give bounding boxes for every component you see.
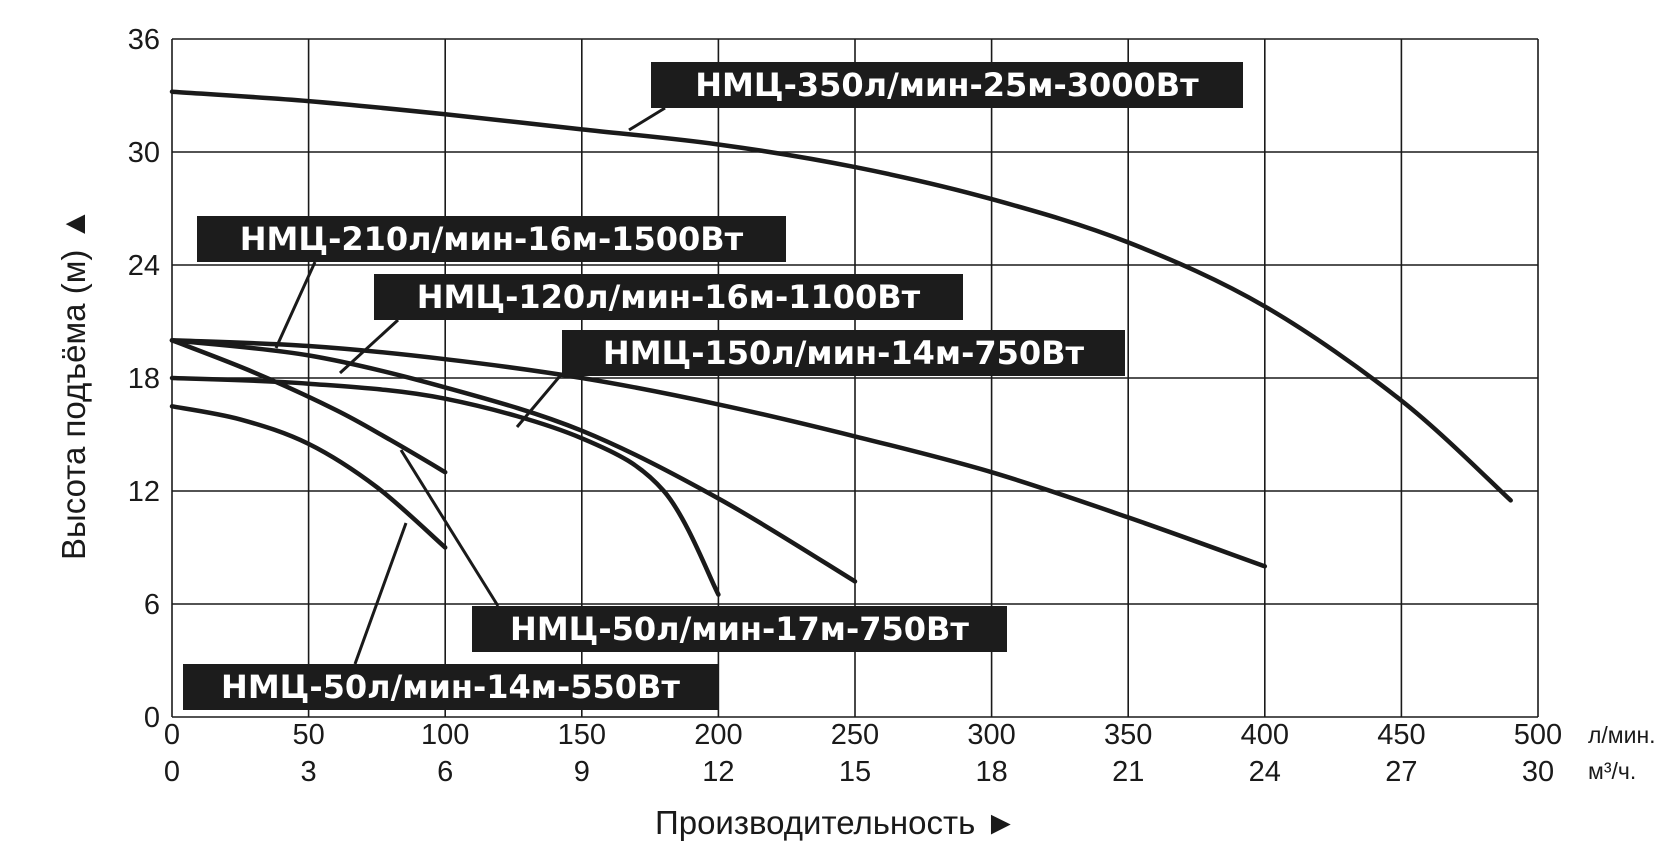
x-tick-label-secondary: 30 (1522, 756, 1554, 788)
x-unit-primary: л/мин. (1588, 722, 1656, 748)
series-line-5 (169, 338, 448, 475)
series-label-box-2 (197, 216, 786, 262)
y-tick-label: 6 (144, 589, 160, 621)
series-line-6 (169, 404, 448, 550)
x-axis-title: Производительность ► (655, 804, 1017, 841)
series-label-4: НМЦ-150л/мин-14м-750Вт (603, 334, 1085, 372)
series-label-1: НМЦ-350л/мин-25м-3000Вт (695, 66, 1199, 104)
y-tick-label: 12 (128, 476, 160, 508)
x-tick-label-secondary: 3 (301, 756, 317, 788)
grid (171, 38, 1539, 718)
y-tick-label: 0 (144, 702, 160, 734)
series-label-2: НМЦ-210л/мин-16м-1500Вт (240, 220, 744, 258)
x-tick-label-secondary: 9 (574, 756, 590, 788)
x-tick-label: 350 (1104, 719, 1152, 751)
series-label-box-3 (374, 274, 963, 320)
series-label-box-1 (651, 62, 1243, 108)
x-tick-label-secondary: 12 (702, 756, 734, 788)
series-label-box-6 (183, 664, 718, 710)
x-tick-label-secondary: 21 (1112, 756, 1144, 788)
leader-line-6 (353, 522, 408, 665)
x-tick-label-secondary: 27 (1385, 756, 1417, 788)
x-unit-secondary: м³/ч. (1588, 758, 1636, 784)
x-tick-label: 250 (831, 719, 879, 751)
y-tick-label: 36 (128, 24, 160, 56)
x-tick-label-secondary: 0 (164, 756, 180, 788)
series-label-5: НМЦ-50л/мин-17м-750Вт (510, 610, 969, 648)
series-label-6: НМЦ-50л/мин-14м-550Вт (221, 668, 680, 706)
x-tick-label: 150 (558, 719, 606, 751)
x-tick-label-secondary: 15 (839, 756, 871, 788)
leader-line-2 (274, 261, 317, 349)
x-tick-label: 100 (421, 719, 469, 751)
x-tick-label-secondary: 24 (1249, 756, 1281, 788)
leader-line-3 (338, 318, 400, 375)
x-tick-label-secondary: 6 (437, 756, 453, 788)
y-tick-label: 18 (128, 363, 160, 395)
curves (169, 89, 1513, 597)
x-tick-label: 500 (1514, 719, 1562, 751)
x-tick-label: 0 (164, 719, 180, 751)
series-line-2 (169, 338, 1268, 569)
leader-line-5 (399, 449, 500, 607)
series-labels: НМЦ-350л/мин-25м-3000Вт НМЦ-210л/мин-16м-… (183, 62, 1243, 710)
series-line-3 (169, 338, 858, 584)
leader-line-4 (515, 375, 562, 428)
y-tick-label: 30 (128, 137, 160, 169)
series-label-box-5 (472, 606, 1007, 652)
label-leaders (274, 106, 666, 665)
y-axis-title: Высота подъёма (м) ▲ (55, 208, 92, 560)
x-tick-label: 300 (967, 719, 1015, 751)
y-tick-label: 24 (128, 250, 160, 282)
x-tick-label: 200 (694, 719, 742, 751)
series-label-box-4 (562, 330, 1125, 376)
x-tick-label: 450 (1377, 719, 1425, 751)
leader-line-1 (628, 106, 666, 132)
series-line-1 (169, 89, 1513, 503)
x-tick-label-secondary: 18 (975, 756, 1007, 788)
series-line-4 (169, 375, 721, 597)
x-tick-label: 400 (1241, 719, 1289, 751)
x-tick-label: 50 (292, 719, 324, 751)
series-label-3: НМЦ-120л/мин-16м-1100Вт (417, 278, 921, 316)
